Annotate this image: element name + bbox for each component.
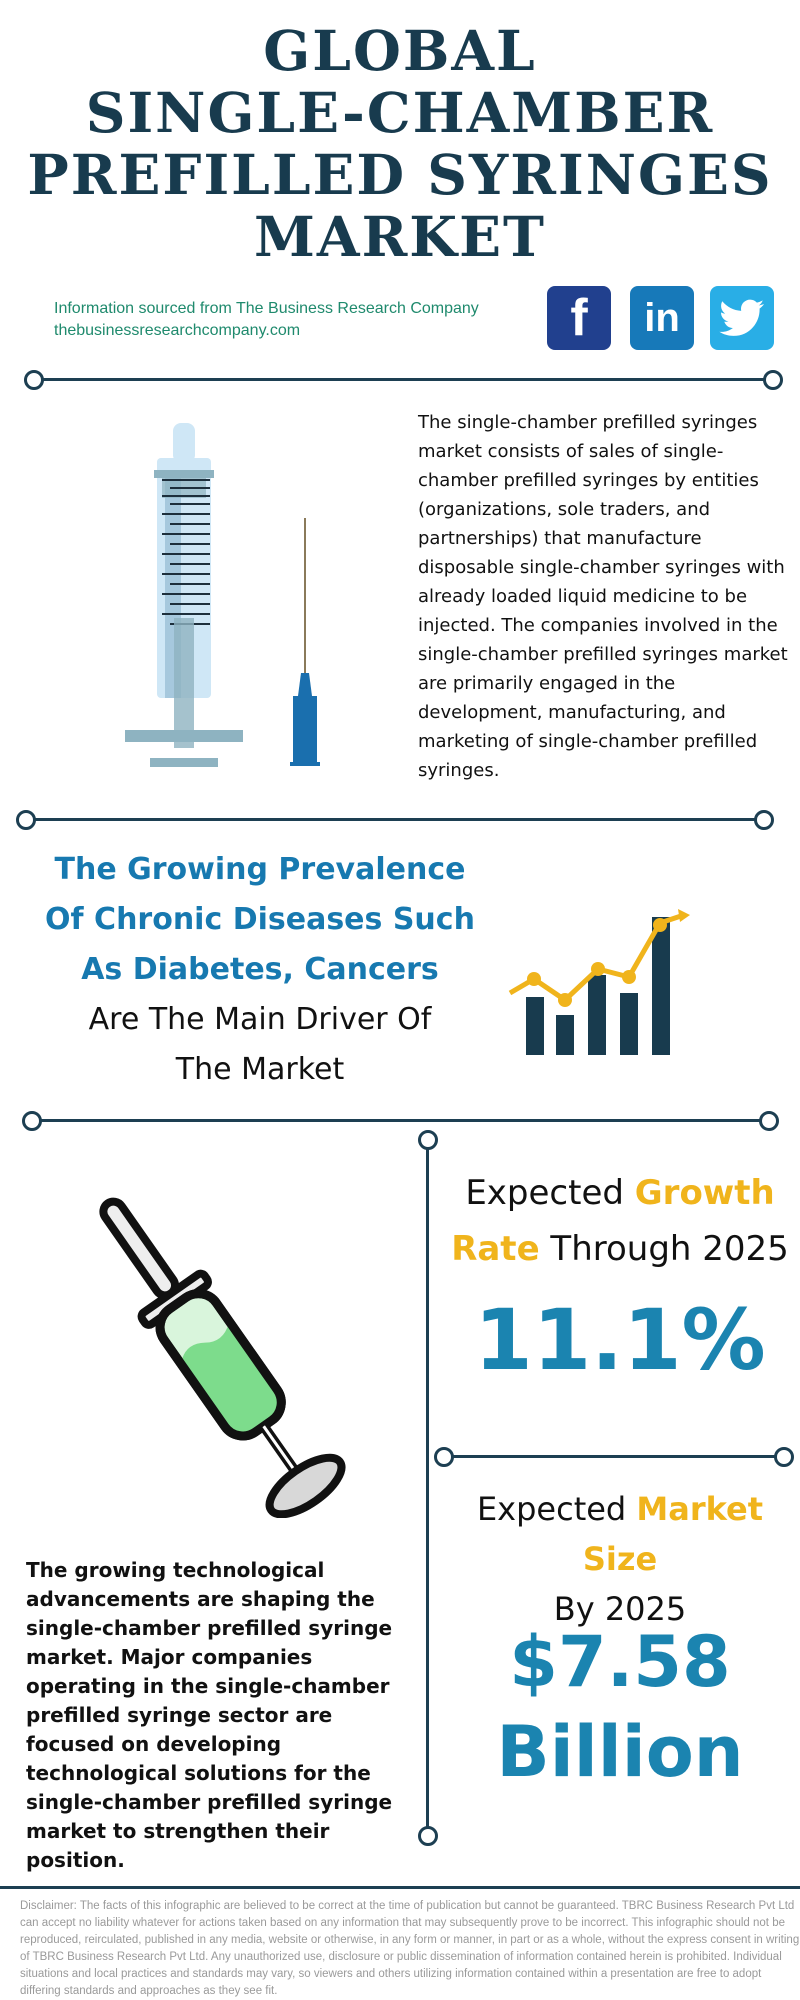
divider-node [418, 1130, 438, 1150]
disclaimer: Disclaimer: The facts of this infographi… [20, 1900, 800, 1997]
title-line: GLOBAL [263, 18, 537, 83]
market-driver: The Growing Prevalence Of Chronic Diseas… [40, 845, 480, 1095]
size-label-pre: Expected [476, 1490, 637, 1528]
twitter-bird-icon [719, 299, 764, 336]
growth-label-highlight: Growth [634, 1173, 775, 1213]
driver-plain-line: The Market [175, 1052, 345, 1087]
facebook-glyph: f [570, 289, 588, 347]
twitter-icon[interactable] [710, 286, 774, 350]
divider-node [22, 1111, 42, 1131]
size-label-highlight: Market Size [582, 1490, 764, 1578]
driver-highlight-line: The Growing Prevalence [54, 852, 466, 887]
divider [32, 1119, 768, 1122]
growth-label-highlight: Rate [451, 1229, 540, 1269]
source-info: Information sourced from The Business Re… [54, 298, 479, 342]
divider-node [754, 810, 774, 830]
market-size-unit: Billion [496, 1711, 744, 1793]
source-link[interactable]: thebusinessresearchcompany.com [54, 322, 301, 339]
divider-node [24, 370, 44, 390]
footer-divider [0, 1886, 800, 1889]
technology-trend-text: The growing technological advancements a… [26, 1558, 393, 1872]
driver-highlight-line: Of Chronic Diseases Such [45, 902, 475, 937]
market-size-value: $7.58 Billion [440, 1617, 800, 1797]
divider [34, 378, 772, 381]
divider-node [16, 810, 36, 830]
vertical-divider [426, 1138, 429, 1828]
linkedin-glyph: in [644, 295, 680, 340]
growth-label-pre: Expected [465, 1173, 635, 1213]
growth-rate-value: 11.1% [474, 1291, 766, 1389]
syringe-illustration [125, 423, 320, 767]
divider-node [434, 1447, 454, 1467]
cartoon-syringe-illustration [99, 1197, 346, 1518]
divider-node [774, 1447, 794, 1467]
size-label-post: By 2025 [553, 1590, 687, 1628]
facebook-icon[interactable]: f [547, 286, 611, 350]
divider [444, 1455, 782, 1458]
page-title: GLOBAL SINGLE-CHAMBER PREFILLED SYRINGES… [0, 20, 800, 268]
divider-node [418, 1826, 438, 1846]
title-line: SINGLE-CHAMBER [85, 80, 715, 145]
growth-label-post: Through 2025 [539, 1229, 789, 1269]
title-line: MARKET [254, 204, 546, 269]
growth-rate-label: Expected Growth Rate Through 2025 [440, 1165, 800, 1277]
driver-highlight-line: As Diabetes, Cancers [81, 952, 439, 987]
market-size-label: Expected Market Size By 2025 [440, 1484, 800, 1634]
market-description: The single-chamber prefilled syringes ma… [418, 412, 788, 781]
divider-node [763, 370, 783, 390]
title-line: PREFILLED SYRINGES [27, 142, 773, 207]
market-size-amount: $7.58 [509, 1621, 731, 1703]
source-line: Information sourced from The Business Re… [54, 300, 479, 317]
divider [26, 818, 764, 821]
growth-chart-icon [508, 909, 690, 1055]
driver-plain-line: Are The Main Driver Of [88, 1002, 432, 1037]
divider-node [759, 1111, 779, 1131]
linkedin-icon[interactable]: in [630, 286, 694, 350]
